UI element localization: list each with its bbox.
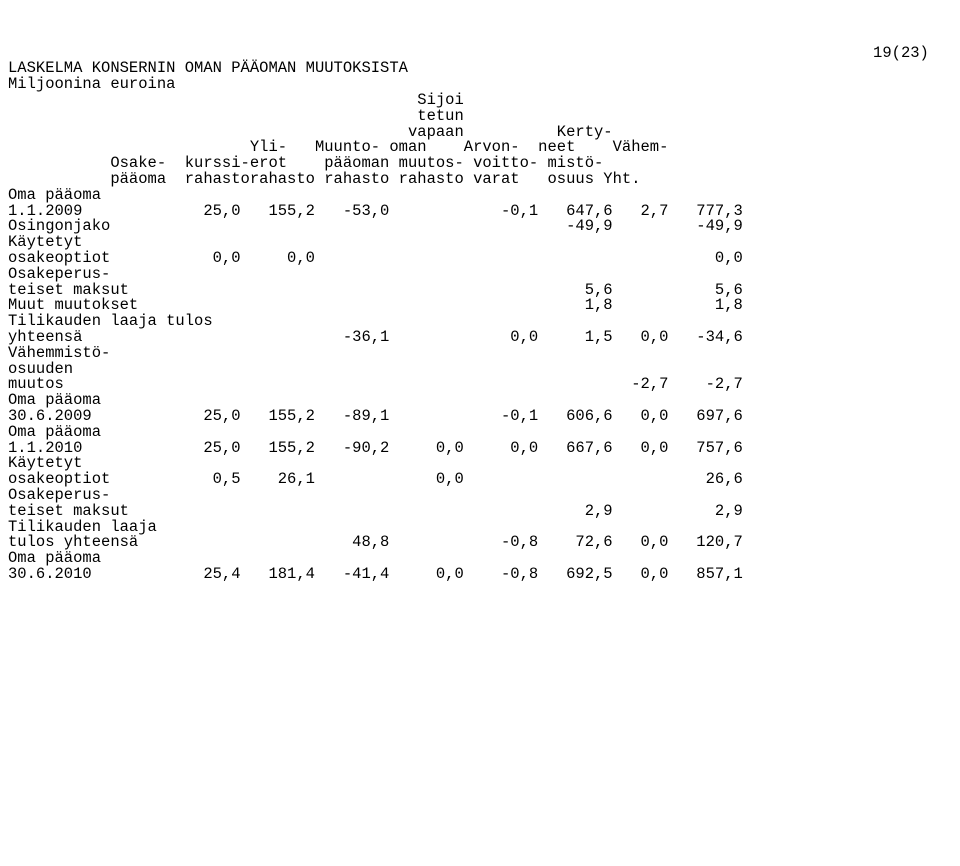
document-page: 19(23) LASKELMA KONSERNIN OMAN PÄÄOMAN M… <box>0 46 960 583</box>
page-content: 19(23) LASKELMA KONSERNIN OMAN PÄÄOMAN M… <box>8 44 929 583</box>
